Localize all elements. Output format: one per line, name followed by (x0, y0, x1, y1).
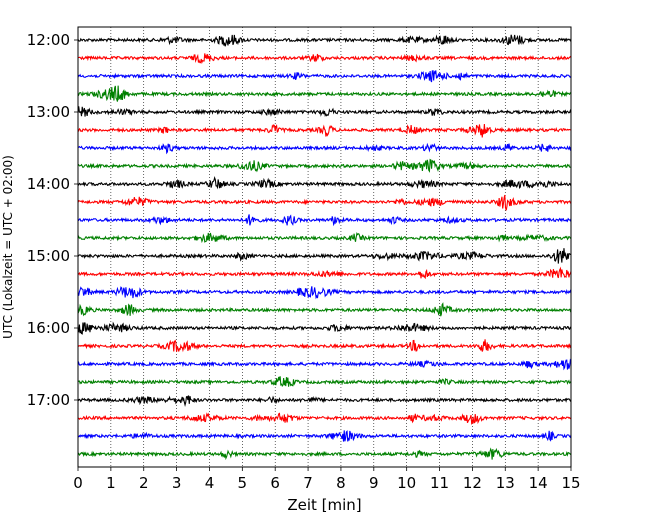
x-axis: 0 1 2 3 4 5 6 7 8 9 10 11 12 13 14 15 (73, 467, 581, 492)
y-tick-label: 14:00 (27, 175, 70, 193)
x-tick-label: 7 (303, 474, 313, 492)
seismic-trace (77, 123, 572, 138)
y-tick-label: 15:00 (27, 247, 70, 265)
x-axis-label: Zeit [min] (287, 496, 361, 514)
x-tick-label: 11 (430, 474, 449, 492)
x-tick-label: 8 (336, 474, 346, 492)
y-tick-label: 13:00 (27, 103, 70, 121)
x-tick-label: 13 (496, 474, 515, 492)
x-tick-label: 5 (238, 474, 248, 492)
seismic-trace (77, 70, 572, 83)
seismic-trace (77, 158, 572, 173)
seismic-trace (77, 248, 572, 264)
y-tick-label: 16:00 (27, 319, 70, 337)
x-tick-label: 10 (397, 474, 416, 492)
seismic-trace (77, 321, 572, 335)
y-axis: 12:00 13:00 14:00 15:00 16:00 17:00 (27, 31, 78, 409)
seismic-trace (77, 286, 572, 300)
vertical-grid (110, 27, 539, 467)
seismic-trace (77, 106, 572, 117)
seismic-trace (77, 142, 572, 155)
seismic-trace (77, 339, 572, 353)
seismic-trace (77, 194, 572, 211)
seismic-trace (77, 53, 572, 65)
x-tick-label: 12 (463, 474, 482, 492)
seismic-trace (77, 266, 572, 280)
seismic-trace (77, 214, 572, 227)
seismic-trace (77, 412, 572, 425)
x-tick-label: 6 (270, 474, 280, 492)
seismic-trace (77, 175, 572, 190)
trace-group (77, 34, 572, 461)
x-tick-label: 2 (139, 474, 149, 492)
x-tick-label: 3 (172, 474, 182, 492)
x-tick-label: 1 (106, 474, 116, 492)
seismic-trace (77, 34, 572, 47)
x-tick-label: 0 (73, 474, 83, 492)
x-tick-label: 14 (529, 474, 548, 492)
y-tick-label: 12:00 (27, 31, 70, 49)
seismic-trace (77, 447, 572, 461)
y-axis-label: UTC (Lokalzeit = UTC + 02:00) (1, 155, 15, 339)
seismic-trace (77, 358, 572, 371)
seismic-trace (77, 302, 572, 317)
plot-frame (77, 26, 572, 468)
x-tick-label: 15 (561, 474, 580, 492)
x-tick-label: 9 (369, 474, 379, 492)
seismic-trace (77, 85, 572, 102)
y-tick-label: 17:00 (27, 391, 70, 409)
x-tick-label: 4 (205, 474, 215, 492)
seismic-trace (77, 395, 572, 407)
seismic-trace (77, 232, 572, 244)
seismic-trace (77, 376, 572, 388)
seismic-trace (77, 430, 572, 442)
